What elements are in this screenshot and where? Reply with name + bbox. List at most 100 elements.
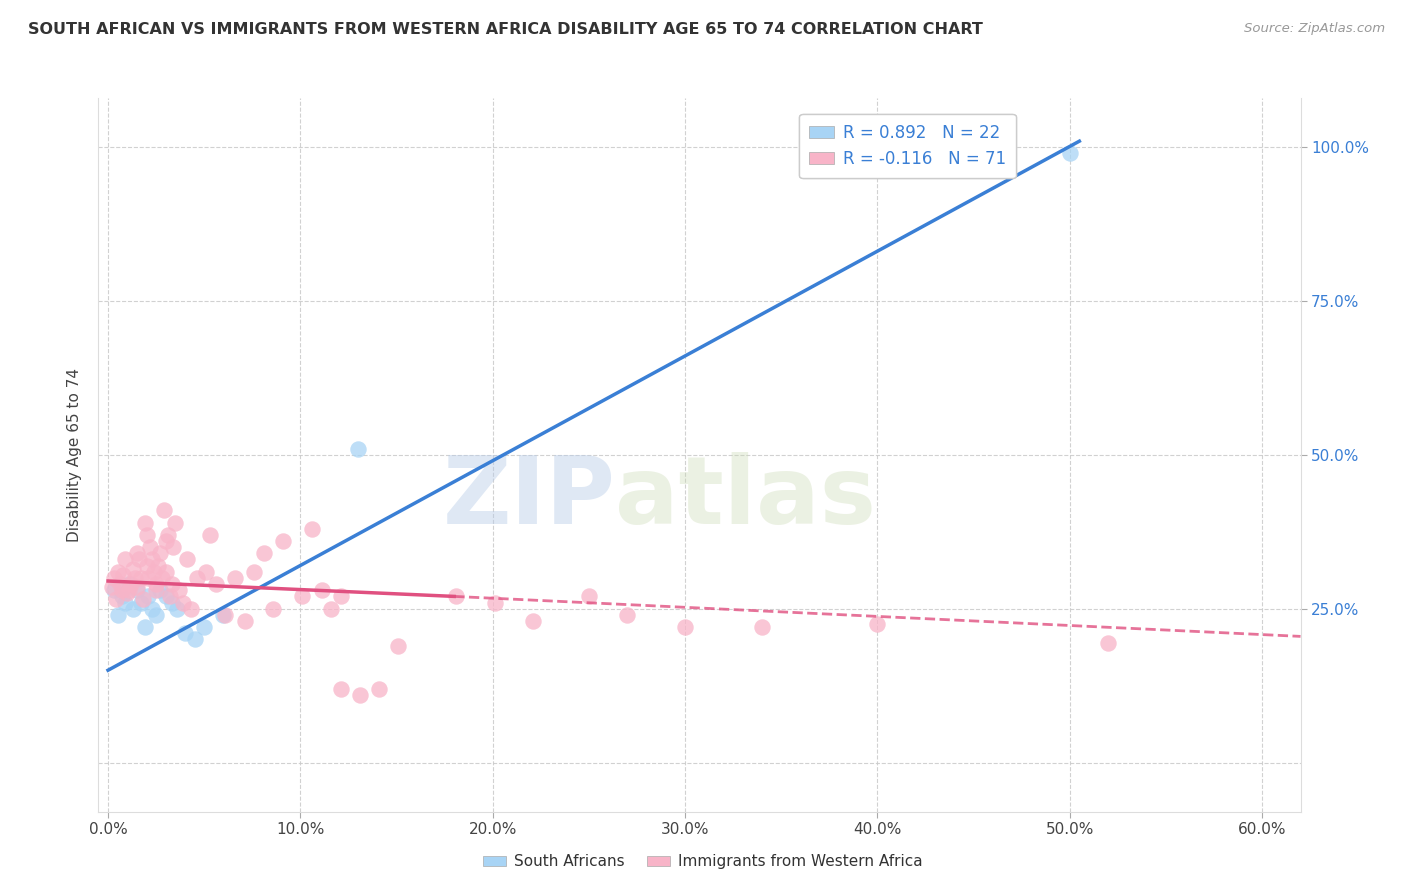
Point bbox=[110, 590, 132, 604]
Point bbox=[129, 571, 152, 585]
Point bbox=[174, 626, 197, 640]
Point bbox=[135, 558, 157, 573]
Point bbox=[180, 601, 202, 615]
Point bbox=[301, 522, 323, 536]
Point bbox=[118, 583, 141, 598]
Text: SOUTH AFRICAN VS IMMIGRANTS FROM WESTERN AFRICA DISABILITY AGE 65 TO 74 CORRELAT: SOUTH AFRICAN VS IMMIGRANTS FROM WESTERN… bbox=[28, 22, 983, 37]
Point bbox=[1097, 635, 1119, 649]
Point bbox=[160, 596, 183, 610]
Point bbox=[122, 562, 145, 576]
Point bbox=[110, 583, 132, 598]
Point bbox=[114, 552, 136, 566]
Point bbox=[103, 571, 125, 585]
Point bbox=[271, 534, 294, 549]
Text: Source: ZipAtlas.com: Source: ZipAtlas.com bbox=[1244, 22, 1385, 36]
Point bbox=[155, 590, 177, 604]
Point bbox=[616, 607, 638, 622]
Point bbox=[146, 558, 169, 573]
Point bbox=[155, 565, 177, 579]
Point bbox=[107, 607, 129, 622]
Point bbox=[145, 583, 167, 598]
Point bbox=[212, 607, 235, 622]
Point bbox=[138, 571, 160, 585]
Point bbox=[125, 583, 148, 598]
Point bbox=[347, 442, 370, 456]
Point bbox=[118, 577, 141, 591]
Point bbox=[172, 596, 194, 610]
Point bbox=[108, 577, 131, 591]
Legend: South Africans, Immigrants from Western Africa: South Africans, Immigrants from Western … bbox=[477, 848, 929, 875]
Text: atlas: atlas bbox=[616, 451, 876, 544]
Point bbox=[103, 583, 125, 598]
Point bbox=[138, 590, 160, 604]
Point bbox=[145, 607, 167, 622]
Point bbox=[107, 565, 129, 579]
Point bbox=[193, 620, 215, 634]
Point bbox=[224, 571, 246, 585]
Point bbox=[349, 688, 371, 702]
Point bbox=[329, 681, 352, 696]
Point bbox=[368, 681, 391, 696]
Point bbox=[167, 583, 190, 598]
Point bbox=[160, 577, 183, 591]
Point bbox=[101, 580, 124, 594]
Point bbox=[124, 571, 146, 585]
Point bbox=[673, 620, 696, 634]
Point bbox=[186, 571, 208, 585]
Point bbox=[198, 528, 221, 542]
Point bbox=[117, 586, 139, 600]
Point bbox=[149, 583, 172, 598]
Point bbox=[1059, 146, 1081, 161]
Point bbox=[253, 546, 276, 560]
Point bbox=[195, 565, 218, 579]
Point bbox=[141, 601, 163, 615]
Point bbox=[243, 565, 266, 579]
Point bbox=[125, 580, 148, 594]
Point bbox=[214, 607, 236, 622]
Point bbox=[125, 546, 148, 560]
Point bbox=[166, 601, 188, 615]
Point bbox=[751, 620, 773, 634]
Text: ZIP: ZIP bbox=[443, 451, 616, 544]
Point bbox=[104, 592, 127, 607]
Point bbox=[134, 620, 156, 634]
Point bbox=[866, 617, 889, 632]
Point bbox=[112, 567, 135, 582]
Point bbox=[145, 577, 167, 591]
Point bbox=[522, 614, 544, 628]
Point bbox=[122, 601, 145, 615]
Point bbox=[165, 516, 187, 530]
Point bbox=[129, 596, 152, 610]
Point bbox=[141, 552, 163, 566]
Point bbox=[183, 632, 205, 647]
Point bbox=[291, 590, 314, 604]
Point bbox=[131, 592, 153, 607]
Point bbox=[139, 540, 162, 554]
Point bbox=[143, 565, 166, 579]
Legend: R = 0.892   N = 22, R = -0.116   N = 71: R = 0.892 N = 22, R = -0.116 N = 71 bbox=[799, 113, 1015, 178]
Point bbox=[387, 639, 409, 653]
Point bbox=[484, 596, 506, 610]
Point bbox=[114, 596, 136, 610]
Point bbox=[233, 614, 256, 628]
Point bbox=[159, 590, 181, 604]
Point bbox=[176, 552, 198, 566]
Point bbox=[156, 528, 179, 542]
Point bbox=[134, 516, 156, 530]
Point bbox=[578, 590, 600, 604]
Point bbox=[135, 528, 157, 542]
Point bbox=[149, 546, 172, 560]
Point bbox=[262, 601, 284, 615]
Point bbox=[162, 540, 184, 554]
Point bbox=[150, 571, 173, 585]
Y-axis label: Disability Age 65 to 74: Disability Age 65 to 74 bbox=[67, 368, 83, 542]
Point bbox=[321, 601, 343, 615]
Point bbox=[329, 590, 352, 604]
Point bbox=[204, 577, 226, 591]
Point bbox=[153, 503, 176, 517]
Point bbox=[444, 590, 467, 604]
Point bbox=[155, 534, 177, 549]
Point bbox=[128, 552, 150, 566]
Point bbox=[311, 583, 333, 598]
Point bbox=[120, 577, 142, 591]
